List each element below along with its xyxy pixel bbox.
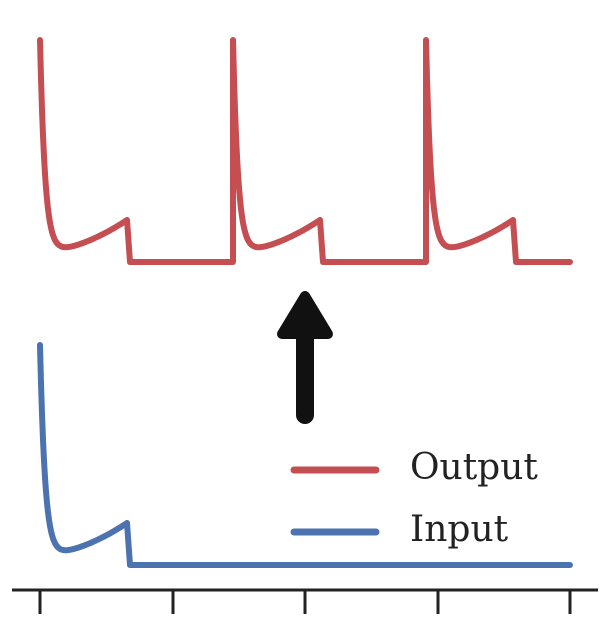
input-signal: [37, 342, 573, 568]
arrow: [277, 291, 333, 424]
output-signal: [37, 37, 573, 265]
axis: [12, 588, 598, 614]
legend-label: Output: [410, 447, 538, 488]
legend-label: Input: [410, 509, 509, 550]
